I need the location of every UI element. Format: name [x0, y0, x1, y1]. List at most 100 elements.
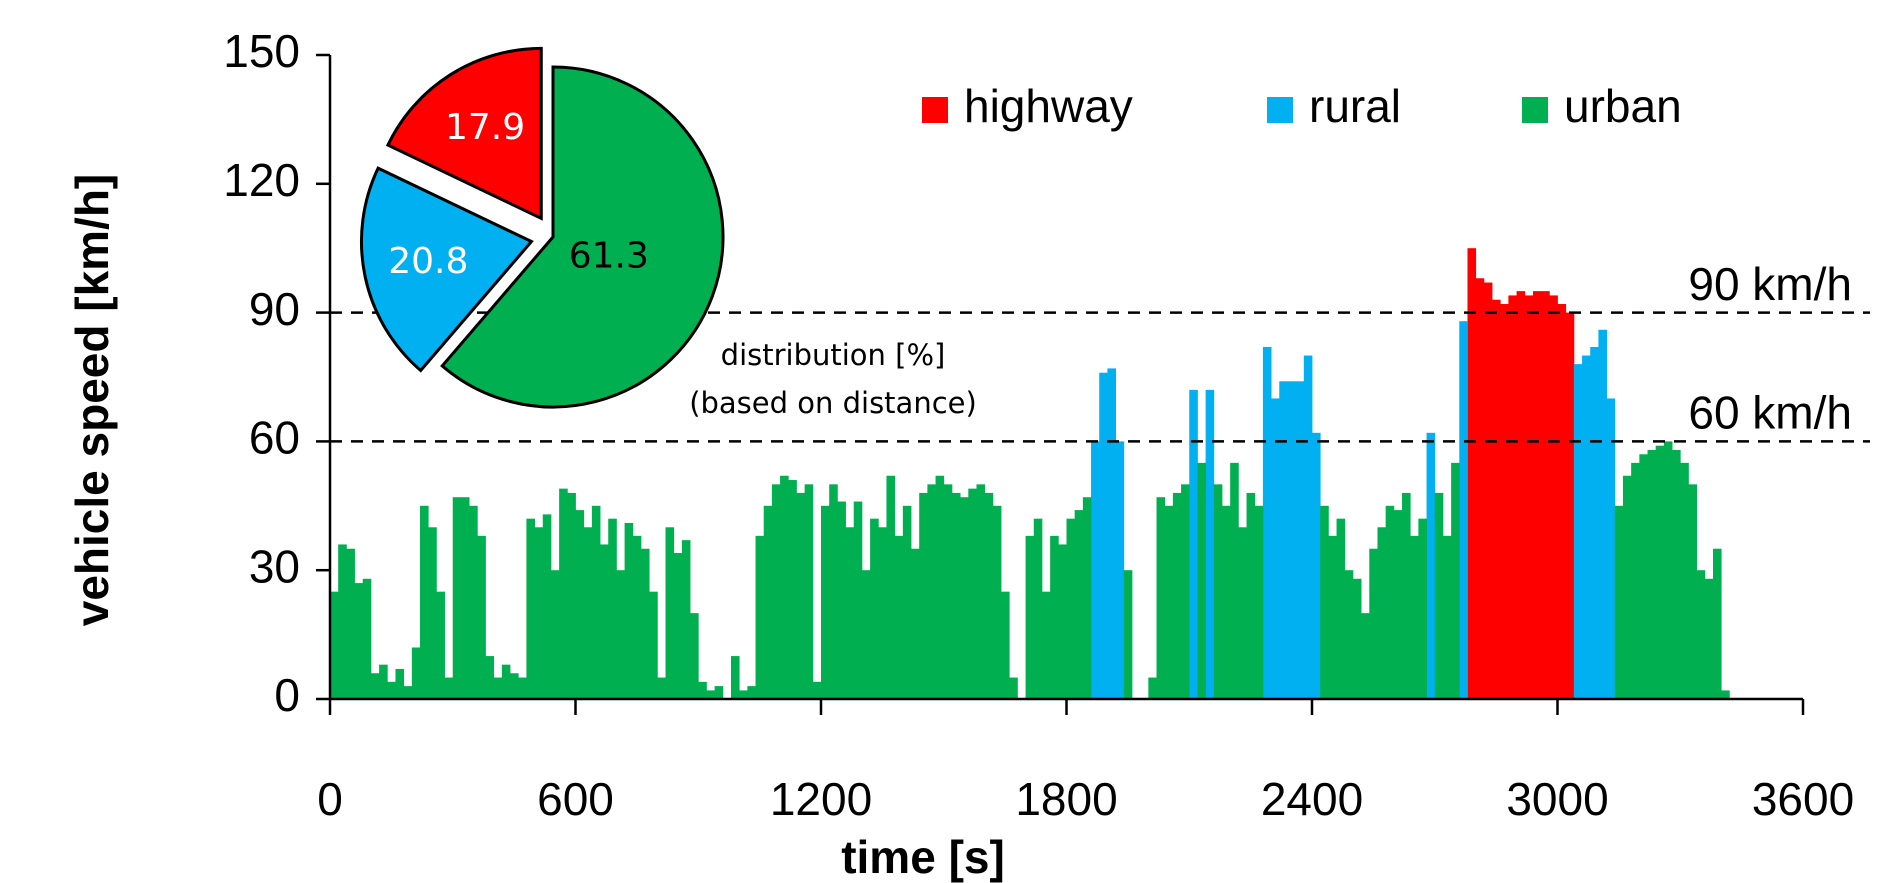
bar: [444, 677, 454, 699]
bar: [1025, 535, 1035, 699]
bar: [510, 673, 519, 699]
bar: [1271, 398, 1280, 699]
bar: [1033, 518, 1043, 699]
bar: [428, 527, 437, 699]
bar: [829, 484, 838, 699]
bar: [870, 518, 879, 699]
y-tick-label: 0: [274, 669, 300, 721]
pie-subtitle: (based on distance): [689, 386, 977, 420]
bar: [1303, 355, 1313, 699]
bar: [1459, 321, 1468, 699]
bar: [1099, 372, 1108, 699]
bar: [608, 518, 617, 699]
bar: [1492, 299, 1501, 699]
bar: [657, 677, 666, 699]
bar: [935, 475, 945, 699]
bar: [1377, 527, 1387, 699]
x-tick-label: 1800: [1015, 773, 1117, 825]
bar: [1279, 381, 1288, 699]
bar: [1393, 510, 1403, 699]
bar: [1172, 492, 1182, 699]
bar: [1041, 591, 1051, 699]
bar: [567, 492, 576, 699]
bar: [1614, 505, 1624, 699]
bar: [788, 480, 797, 699]
bar: [616, 570, 625, 699]
bar: [1287, 381, 1297, 699]
bar: [960, 497, 969, 699]
bar: [411, 647, 421, 699]
bar: [1189, 389, 1198, 699]
bar: [755, 535, 765, 699]
bar: [1254, 505, 1264, 699]
bar: [714, 686, 724, 699]
bar: [837, 501, 846, 699]
bar: [1434, 492, 1444, 699]
bar: [1475, 278, 1485, 699]
bar: [706, 690, 716, 699]
bar: [878, 527, 887, 699]
bar: [330, 591, 339, 699]
pie-slice: [385, 46, 543, 221]
x-tick-label: 1200: [770, 773, 872, 825]
bar: [771, 484, 781, 699]
legend-label: highway: [964, 80, 1133, 132]
bar: [1115, 441, 1125, 699]
bar: [1369, 548, 1378, 699]
x-axis-title: time [s]: [841, 831, 1005, 883]
bar: [1164, 505, 1174, 699]
bar: [395, 668, 405, 699]
bar: [469, 505, 478, 699]
bar: [379, 664, 388, 699]
bar: [1606, 398, 1616, 699]
bar: [1639, 454, 1648, 699]
bar: [1467, 248, 1477, 699]
bar: [1238, 527, 1247, 699]
pie-label: 17.9: [445, 107, 525, 148]
pie-label: 20.8: [388, 241, 468, 282]
bar: [1598, 329, 1607, 699]
bar: [1557, 304, 1567, 699]
x-tick-label: 3000: [1506, 773, 1608, 825]
bar: [1107, 368, 1116, 699]
bar: [853, 501, 863, 699]
bar: [992, 505, 1002, 699]
bar: [1442, 535, 1452, 699]
bar: [493, 677, 503, 699]
bar: [1426, 432, 1436, 699]
bar: [1672, 449, 1681, 699]
bar: [1688, 484, 1698, 699]
bar: [501, 664, 511, 699]
bar: [739, 690, 748, 699]
bar: [436, 591, 445, 699]
bar: [1344, 570, 1354, 699]
y-tick-label: 120: [223, 154, 300, 206]
bar: [1148, 677, 1157, 699]
bar: [1221, 505, 1231, 699]
bar: [1622, 475, 1632, 699]
bar: [951, 492, 961, 699]
bar: [1655, 445, 1665, 699]
bar: [1541, 291, 1550, 699]
bar: [346, 548, 355, 699]
bar: [698, 681, 707, 699]
x-tick-label: 2400: [1261, 773, 1363, 825]
pie-title: distribution [%]: [721, 338, 946, 372]
bar: [1123, 570, 1133, 699]
y-tick-label: 30: [249, 540, 300, 592]
bar: [1402, 492, 1411, 699]
bar: [845, 527, 855, 699]
bar: [1385, 505, 1395, 699]
bar: [1328, 535, 1337, 699]
bar: [984, 492, 994, 699]
bar: [600, 544, 609, 699]
bar: [1091, 441, 1100, 699]
reference-label: 90 km/h: [1688, 258, 1852, 310]
bar: [575, 510, 585, 699]
bar: [649, 591, 658, 699]
bar: [387, 681, 396, 699]
bar: [1524, 295, 1534, 699]
legend-swatch: [1522, 97, 1548, 123]
legend-label: urban: [1564, 80, 1682, 132]
